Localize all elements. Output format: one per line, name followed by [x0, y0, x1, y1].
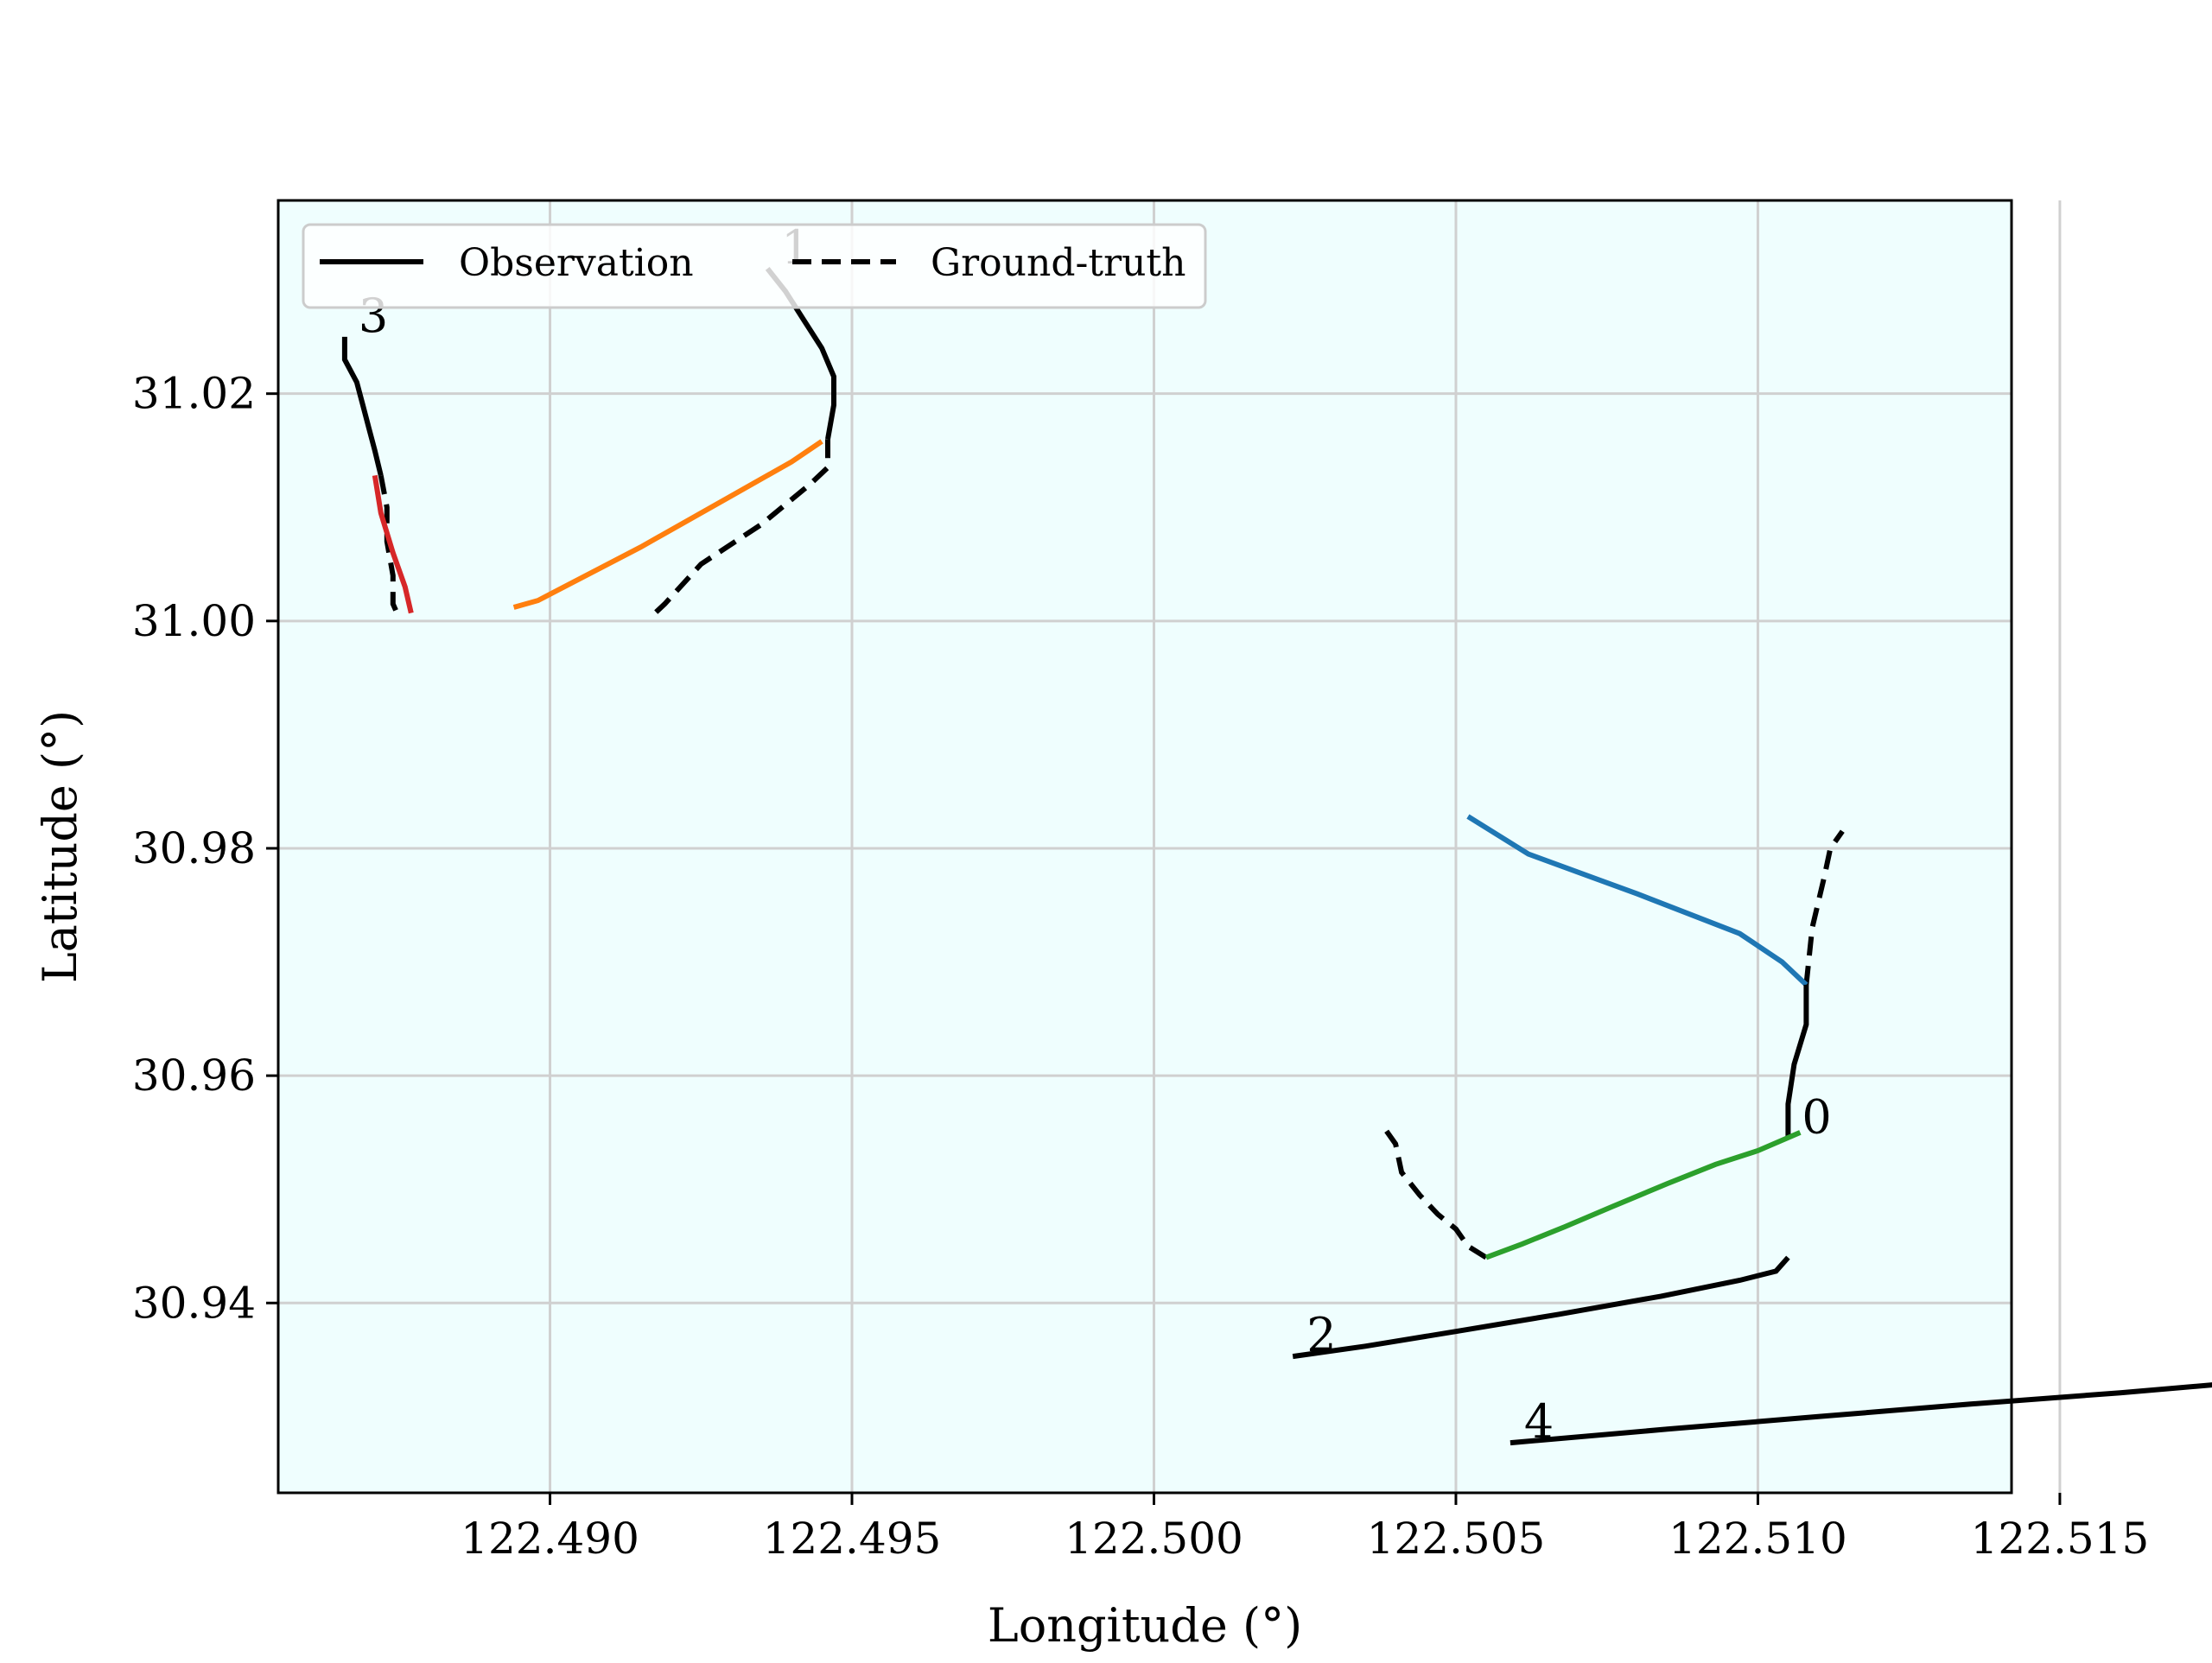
y-tick-label: 31.00 — [132, 596, 256, 646]
x-tick-label: 122.500 — [1065, 1514, 1243, 1564]
track-4-observation-line — [1510, 1382, 2212, 1446]
y-axis-title: Latitude (°) — [33, 710, 87, 983]
x-tick-label: 122.505 — [1367, 1514, 1546, 1564]
track-0-prediction-line — [1466, 814, 1808, 987]
track-1-prediction-line — [512, 439, 823, 610]
legend-observation-label: Observation — [459, 241, 694, 285]
track-3-observation-line — [341, 336, 384, 477]
grid-layer — [278, 200, 2062, 1493]
x-tick-label: 122.515 — [1971, 1514, 2150, 1564]
track-4-label: 4 — [1524, 1394, 1554, 1449]
track-2-label: 2 — [1306, 1308, 1336, 1362]
track-0-ground-truth-line — [1803, 829, 1845, 986]
x-tick-label: 122.510 — [1669, 1514, 1847, 1564]
y-tick-label: 30.94 — [132, 1278, 256, 1328]
y-tick-label: 31.02 — [132, 369, 256, 419]
y-tick-label: 30.98 — [132, 823, 256, 873]
plot-area — [278, 200, 2012, 1493]
track-2-observation-line — [1292, 1255, 1790, 1360]
track-4: 4 — [1510, 1382, 2212, 1449]
x-tick-label: 122.495 — [763, 1514, 942, 1564]
track-0: 0 — [1466, 814, 1845, 1144]
x-axis-title: Longitude (°) — [988, 1598, 1302, 1653]
y-tick-label: 30.96 — [132, 1050, 256, 1101]
track-layer: 01234 — [341, 220, 2212, 1449]
track-1-ground-truth-line — [651, 439, 830, 618]
track-2-prediction-line — [1484, 1130, 1802, 1260]
track-3-ground-truth-line — [378, 474, 402, 619]
track-0-observation-line — [1785, 984, 1809, 1139]
x-tick-label: 122.490 — [461, 1514, 639, 1564]
plot-frame — [276, 199, 2013, 1495]
track-2: 2 — [1292, 1125, 1802, 1362]
legend-ground-truth-label: Ground-truth — [931, 241, 1185, 285]
tick-layer: 122.490 122.495 122.500 122.505 122.510 122.5… — [132, 369, 2149, 1564]
track-0-label: 0 — [1802, 1089, 1831, 1144]
legend-box — [302, 223, 1207, 309]
legend: Observation Ground-truth — [302, 223, 1207, 309]
track-3-prediction-line — [372, 474, 414, 614]
